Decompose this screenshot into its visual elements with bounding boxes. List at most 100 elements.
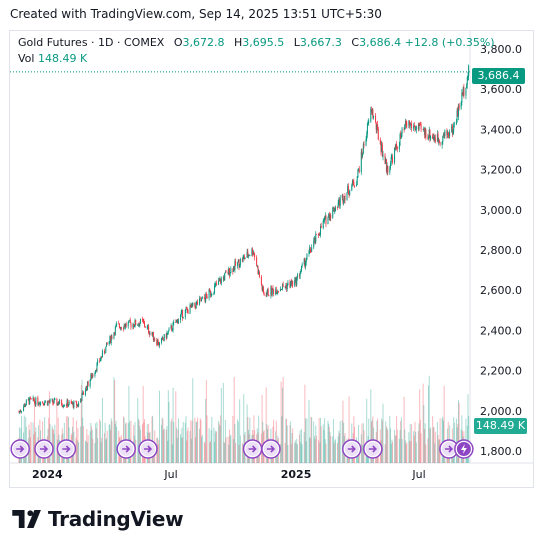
symbol-label[interactable]: Gold Futures · 1D · COMEX bbox=[18, 36, 165, 49]
volume-bar bbox=[91, 426, 93, 463]
candle-body bbox=[29, 397, 31, 404]
volume-bar bbox=[327, 420, 329, 463]
volume-bar bbox=[300, 442, 302, 463]
candle-body bbox=[370, 109, 372, 113]
candle-body bbox=[106, 342, 108, 345]
candle-body bbox=[76, 401, 78, 406]
candle-body bbox=[319, 234, 321, 236]
volume-bar bbox=[182, 421, 184, 463]
candle-body bbox=[152, 331, 154, 340]
candle-body bbox=[154, 339, 156, 341]
candle-body bbox=[276, 292, 278, 294]
candle-body bbox=[365, 139, 367, 146]
volume-bar bbox=[173, 421, 175, 463]
candle-body bbox=[337, 203, 339, 208]
tradingview-logo[interactable]: TradingView bbox=[12, 507, 184, 531]
candle-body bbox=[44, 400, 46, 403]
volume-bar bbox=[265, 387, 267, 463]
candle-body bbox=[262, 287, 264, 294]
candle-body bbox=[167, 330, 169, 333]
candle-body bbox=[235, 261, 237, 266]
candle-body bbox=[313, 240, 315, 248]
volume-bar bbox=[292, 428, 294, 463]
volume-bar bbox=[304, 384, 306, 463]
candle-body bbox=[263, 293, 265, 296]
chart-frame[interactable]: 3,800.0 3,600.0 3,400.0 3,200.0 3,000.0 2,800… bbox=[9, 30, 534, 488]
candle-body bbox=[349, 190, 351, 195]
candle-body bbox=[324, 215, 326, 218]
candle-body bbox=[172, 323, 174, 331]
volume-bar bbox=[296, 438, 298, 463]
candle-body bbox=[392, 157, 394, 163]
candle-body bbox=[384, 154, 386, 164]
candle-body bbox=[381, 145, 383, 152]
candle-body bbox=[290, 281, 292, 285]
volume-bar bbox=[48, 391, 50, 463]
candle-body bbox=[434, 138, 436, 140]
candle-body bbox=[333, 207, 335, 212]
volume-bar bbox=[30, 422, 32, 463]
volume-bar bbox=[330, 435, 332, 463]
candle-body bbox=[353, 182, 355, 186]
volume-bar bbox=[181, 427, 183, 463]
volume-bar bbox=[97, 438, 99, 463]
candle-body bbox=[216, 283, 218, 285]
candle-body bbox=[405, 121, 407, 125]
candle-body bbox=[103, 350, 105, 353]
candle-body bbox=[137, 325, 139, 326]
volume-bar bbox=[84, 440, 86, 463]
candle-body bbox=[251, 248, 253, 256]
chart-legend: Gold Futures · 1D · COMEX O3,672.8 H3,69… bbox=[18, 35, 495, 67]
change-value: +12.8 (+0.35%) bbox=[404, 36, 495, 49]
candle-body bbox=[170, 325, 172, 329]
candle-body bbox=[214, 285, 216, 294]
volume-bar bbox=[391, 439, 393, 463]
candle-body bbox=[290, 281, 292, 288]
volume-bar bbox=[187, 427, 189, 463]
volume-bar bbox=[191, 420, 193, 463]
volume-bar bbox=[57, 417, 59, 463]
open-key: O bbox=[173, 36, 183, 49]
volume-bar bbox=[176, 437, 178, 463]
volume-bar bbox=[410, 441, 412, 463]
candle-body bbox=[205, 294, 207, 302]
candle-body bbox=[104, 352, 106, 354]
candle-body bbox=[127, 322, 129, 327]
volume-bar bbox=[405, 444, 407, 463]
candle-body bbox=[204, 298, 206, 302]
legend-ohlc-row: Gold Futures · 1D · COMEX O3,672.8 H3,69… bbox=[18, 35, 495, 51]
volume-bar bbox=[186, 440, 188, 463]
volume-bar bbox=[166, 426, 168, 463]
candle-body bbox=[430, 135, 432, 140]
volume-bar bbox=[171, 444, 173, 463]
volume-bar bbox=[234, 424, 236, 463]
candle-body bbox=[162, 337, 164, 340]
candle-body bbox=[49, 399, 51, 403]
volume-bar bbox=[199, 428, 201, 463]
low-key: L bbox=[293, 36, 300, 49]
candle-body bbox=[351, 185, 353, 191]
candle-body bbox=[56, 398, 58, 405]
candle-body bbox=[51, 399, 53, 401]
candle-body bbox=[201, 298, 203, 302]
candle-body bbox=[214, 284, 216, 286]
candle-body bbox=[390, 163, 392, 168]
candle-body bbox=[300, 265, 302, 271]
volume-bar bbox=[180, 433, 182, 463]
candle-body bbox=[171, 325, 173, 331]
volume-bar bbox=[96, 422, 98, 463]
candle-body bbox=[452, 131, 454, 134]
candle-body bbox=[423, 127, 425, 135]
candle-body bbox=[143, 321, 145, 323]
candle-body bbox=[344, 195, 346, 201]
candle-body bbox=[206, 295, 208, 299]
candle-body bbox=[115, 324, 117, 327]
volume-bar bbox=[320, 417, 322, 463]
candle-body bbox=[317, 234, 319, 235]
price-chart[interactable]: 3,800.0 3,600.0 3,400.0 3,200.0 3,000.0 2,800… bbox=[10, 31, 533, 487]
candle-body bbox=[433, 136, 435, 140]
candle-body bbox=[194, 305, 196, 309]
volume-bar bbox=[86, 442, 88, 463]
candle-body bbox=[465, 87, 467, 96]
candle-body bbox=[72, 402, 74, 404]
